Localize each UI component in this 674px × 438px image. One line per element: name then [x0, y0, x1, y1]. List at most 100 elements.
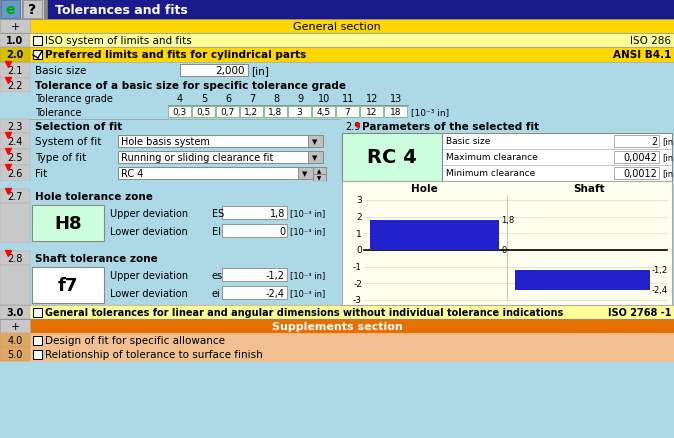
Bar — [264, 107, 287, 118]
Text: ISO 2768 -1: ISO 2768 -1 — [607, 307, 671, 317]
Text: 9: 9 — [297, 94, 303, 104]
Bar — [0, 79, 30, 93]
Text: Supplements section: Supplements section — [272, 321, 402, 331]
Bar — [0, 251, 30, 265]
Text: H8: H8 — [54, 215, 82, 233]
Text: [10⁻³ in]: [10⁻³ in] — [290, 227, 326, 236]
Text: 1,8: 1,8 — [268, 108, 282, 117]
Text: Tolerance of a basic size for specific tolerance grade: Tolerance of a basic size for specific t… — [35, 81, 346, 91]
Bar — [0, 34, 674, 48]
Text: ANSI B4.1: ANSI B4.1 — [613, 50, 671, 60]
Bar — [33, 308, 42, 317]
Text: ▲: ▲ — [317, 169, 321, 173]
Text: 6: 6 — [225, 94, 231, 104]
Text: [in]: [in] — [662, 153, 674, 162]
Bar — [0, 204, 340, 244]
Text: 4: 4 — [177, 94, 183, 104]
Bar — [33, 51, 42, 60]
Bar — [0, 134, 340, 150]
Text: 2.9: 2.9 — [345, 122, 361, 132]
Text: -1: -1 — [353, 262, 362, 272]
Text: 0,0042: 0,0042 — [623, 153, 657, 162]
Bar — [0, 120, 340, 134]
Text: 10: 10 — [318, 94, 330, 104]
Text: [10⁻³ in]: [10⁻³ in] — [290, 271, 326, 280]
Text: Tolerance: Tolerance — [35, 108, 82, 118]
Bar — [0, 265, 340, 305]
Bar — [360, 107, 383, 118]
Bar — [0, 79, 674, 93]
Text: Hole tolerance zone: Hole tolerance zone — [35, 191, 153, 201]
Text: 1,8: 1,8 — [270, 208, 285, 219]
Bar — [240, 107, 263, 118]
Text: 0: 0 — [357, 246, 362, 255]
Text: Running or sliding clearance fit: Running or sliding clearance fit — [121, 153, 274, 162]
Bar — [0, 265, 30, 305]
Text: 0: 0 — [279, 226, 285, 237]
Bar — [342, 182, 672, 305]
Bar — [22, 0, 44, 20]
Text: ISO 286: ISO 286 — [630, 36, 671, 46]
Bar — [336, 107, 359, 118]
Text: 2.8: 2.8 — [7, 254, 23, 263]
Bar — [0, 20, 674, 34]
Text: Hole basis system: Hole basis system — [121, 137, 210, 147]
Bar — [33, 37, 42, 46]
Text: ▼: ▼ — [317, 176, 321, 180]
Text: 3: 3 — [297, 108, 303, 117]
Bar — [0, 319, 30, 333]
Bar — [288, 107, 311, 118]
Text: 1: 1 — [357, 230, 362, 238]
Text: 5: 5 — [201, 94, 207, 104]
Bar — [0, 120, 30, 134]
Text: ▼: ▼ — [303, 171, 308, 177]
Bar — [0, 190, 340, 204]
Text: 11: 11 — [342, 94, 354, 104]
Bar — [0, 251, 340, 265]
Text: Selection of fit: Selection of fit — [35, 122, 122, 132]
Text: [10⁻³ in]: [10⁻³ in] — [411, 108, 449, 117]
Text: [in]: [in] — [662, 137, 674, 146]
Bar — [0, 204, 30, 244]
Bar — [0, 190, 30, 204]
Text: Fit: Fit — [35, 169, 47, 179]
Text: 0,7: 0,7 — [220, 108, 235, 117]
Text: 12: 12 — [366, 108, 377, 117]
Text: -2,4: -2,4 — [652, 286, 668, 295]
Text: 4,5: 4,5 — [316, 108, 330, 117]
Text: Type of fit: Type of fit — [35, 153, 86, 162]
Text: e: e — [5, 3, 15, 17]
Bar — [0, 347, 30, 361]
Bar — [0, 319, 674, 333]
Bar — [0, 305, 674, 319]
Bar — [0, 166, 340, 182]
Text: Upper deviation: Upper deviation — [110, 208, 188, 219]
Text: 3.0: 3.0 — [6, 307, 24, 317]
Bar — [0, 347, 674, 361]
Bar — [0, 106, 674, 120]
Bar — [614, 168, 659, 180]
Bar — [370, 220, 499, 251]
Bar — [313, 168, 326, 175]
Bar — [442, 134, 672, 182]
Text: 2.5: 2.5 — [7, 153, 23, 162]
Bar — [222, 286, 287, 299]
Text: ?: ? — [28, 3, 36, 17]
Text: Basic size: Basic size — [35, 66, 86, 76]
Bar — [0, 63, 674, 79]
Text: 2.7: 2.7 — [7, 191, 23, 201]
Bar — [298, 168, 313, 180]
Text: -1,2: -1,2 — [266, 270, 285, 280]
Text: 2: 2 — [357, 213, 362, 222]
Bar — [0, 48, 30, 63]
Bar — [0, 150, 30, 166]
Bar — [180, 65, 248, 77]
Text: ▼: ▼ — [312, 155, 317, 161]
Bar — [168, 107, 191, 118]
Text: 18: 18 — [390, 108, 401, 117]
Text: 1,8: 1,8 — [501, 216, 514, 225]
Text: 2.3: 2.3 — [7, 122, 23, 132]
Bar — [0, 166, 30, 182]
Text: [10⁻³ in]: [10⁻³ in] — [290, 289, 326, 298]
Bar — [32, 205, 104, 241]
